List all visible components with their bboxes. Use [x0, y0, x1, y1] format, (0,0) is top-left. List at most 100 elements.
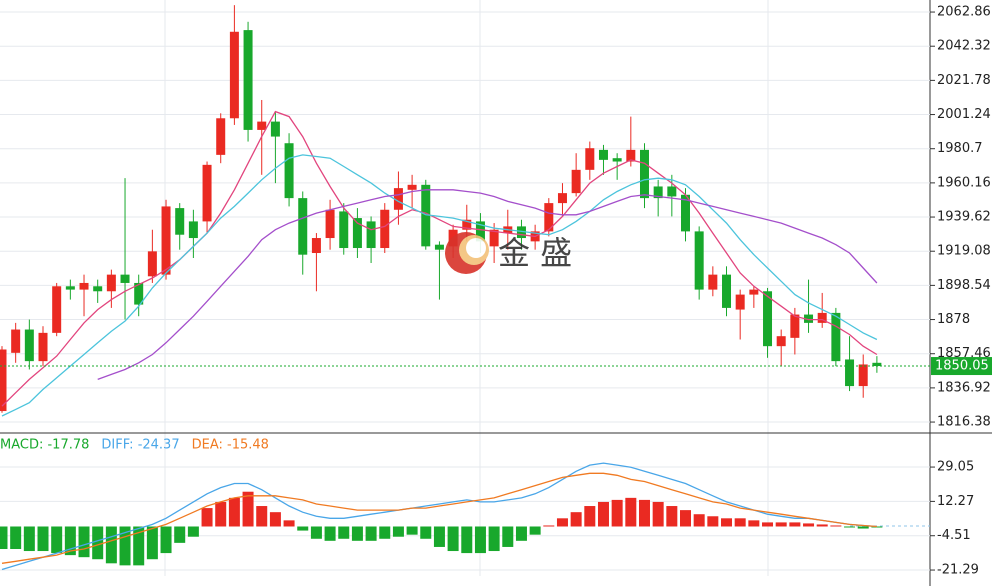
y-tick-label: 1878 [937, 312, 970, 327]
macd-bar [119, 526, 131, 566]
candle-body [653, 186, 663, 199]
candle-body [421, 184, 431, 247]
macd-bar [543, 525, 555, 527]
moving-average-line [1, 110, 878, 407]
macd-bar [146, 526, 158, 560]
candle-body [845, 359, 855, 387]
macd-bar [707, 516, 719, 527]
candle-body [257, 121, 267, 130]
macd-bar [502, 526, 514, 547]
candle-body [598, 149, 608, 160]
candle-body [393, 188, 403, 210]
macd-bar [515, 526, 527, 541]
candle-body [585, 148, 595, 170]
macd-bar [269, 512, 281, 527]
macd-bar [351, 526, 363, 541]
macd-bar [105, 526, 117, 564]
macd-bar [748, 520, 760, 527]
candle-body [749, 289, 759, 295]
y-tick-label: 1898.54 [937, 278, 991, 293]
candle-body [735, 294, 745, 310]
y-tick-label: 1980.7 [937, 141, 983, 156]
candle-body [24, 329, 34, 362]
candle-body [544, 203, 554, 232]
candle-body [0, 349, 7, 412]
candle-body [11, 329, 21, 353]
macd-bar [488, 526, 500, 552]
candle-body [339, 211, 349, 249]
candle-body [667, 186, 677, 197]
candle-body [475, 221, 485, 242]
macd-bar [160, 526, 172, 554]
candle-body [557, 193, 567, 204]
candle-body [407, 184, 417, 190]
macd-bar [830, 525, 842, 527]
macd-bar [228, 497, 240, 527]
candle-body [366, 221, 376, 249]
candle-body [229, 31, 239, 119]
macd-bar [844, 526, 856, 528]
y-tick-label: 1939.62 [937, 210, 991, 225]
legend-entry: DEA: -15.48 [192, 438, 269, 453]
macd-bar [625, 497, 637, 527]
macd-bar [721, 518, 733, 527]
watermark-text: 金 盛 [498, 234, 572, 272]
candle-body [134, 282, 144, 305]
candle-body [188, 221, 198, 239]
macd-bar [529, 526, 541, 535]
macd-bar [283, 520, 295, 527]
legend-entry: MACD: -17.78 [0, 438, 89, 453]
macd-bar [570, 512, 582, 527]
y-tick-label: -4.51 [937, 528, 971, 543]
y-tick-label: 1919.08 [937, 244, 991, 259]
candle-body [202, 164, 212, 222]
candle-body [270, 121, 280, 137]
last-price-label: 1850.05 [935, 359, 989, 374]
candle-body [872, 362, 882, 367]
candle-body [763, 291, 773, 347]
candle-body [817, 312, 827, 323]
y-tick-label: 2062.86 [937, 5, 991, 20]
y-tick-label: 2001.24 [937, 107, 991, 122]
candle-body [722, 274, 732, 308]
macd-bar [789, 522, 801, 527]
candle-body [311, 238, 321, 254]
last-price-box [931, 357, 992, 376]
time-grid [164, 0, 769, 576]
macd-bar [37, 526, 49, 552]
macd-bar [857, 526, 869, 529]
macd-bar [680, 510, 691, 527]
indicator-line [1, 462, 877, 571]
macd-bar [242, 491, 254, 527]
macd-bar [433, 526, 445, 547]
macd-bar [78, 526, 90, 558]
macd-bar [775, 522, 787, 527]
candle-body [380, 209, 390, 249]
candle-body [776, 336, 786, 347]
candle-body [489, 229, 499, 247]
macd-bar [816, 524, 828, 527]
moving-average-line [1, 154, 878, 417]
y-tick-label: 2042.32 [937, 39, 991, 54]
macd-bar [64, 526, 76, 556]
macd-bar [611, 499, 623, 527]
macd-bar [365, 526, 377, 541]
candle-body [462, 219, 472, 230]
macd-bar [638, 499, 650, 527]
y-tick-label: 2021.78 [937, 73, 991, 88]
macd-bar [133, 526, 145, 566]
y-tick-label: 29.05 [937, 460, 974, 475]
candle-body [147, 251, 157, 277]
candle-body [858, 364, 868, 387]
macd-bar [297, 526, 309, 531]
watermark: 金 盛 [445, 232, 572, 274]
candle-body [612, 158, 622, 162]
macd-bar [187, 526, 199, 537]
candle-body [708, 274, 718, 290]
candle-body [325, 209, 335, 239]
macd-bar [92, 526, 104, 560]
moving-average-line [97, 189, 878, 381]
macd-bar [556, 518, 568, 527]
candle-body [639, 149, 649, 199]
